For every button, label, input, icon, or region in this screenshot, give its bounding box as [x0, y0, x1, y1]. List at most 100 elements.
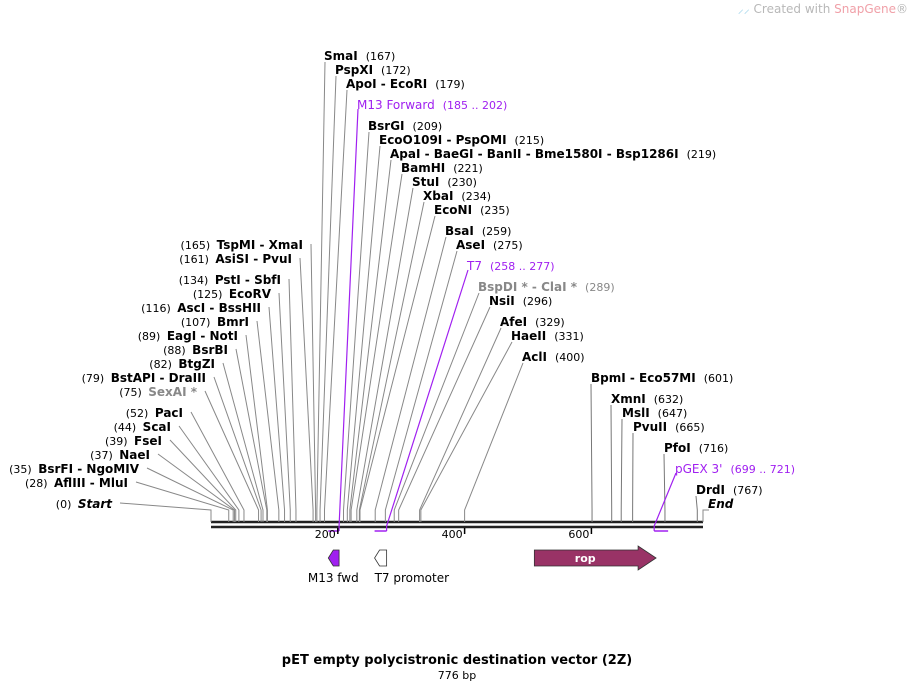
site-leader-line	[664, 454, 665, 522]
site-leader-line	[351, 174, 402, 522]
site-position: (221)	[453, 162, 483, 175]
site-label-text: (165) TspMI - XmaI	[181, 238, 303, 252]
feature-t7-promoter: T7 promoter	[374, 550, 450, 585]
site-name: AflIII - MluI	[54, 476, 128, 490]
site-name: Start	[78, 497, 113, 511]
site-label-text: StuI (230)	[412, 175, 477, 189]
site-name: PvuII	[633, 420, 667, 434]
site-position: (296)	[523, 295, 553, 308]
site-position: (185 .. 202)	[443, 99, 508, 112]
site-position: (632)	[654, 393, 684, 406]
site-name: NsiI	[489, 294, 515, 308]
site-label-end: End	[703, 497, 734, 522]
site-position: (665)	[675, 421, 705, 434]
site-label-text: (88) BsrBI	[163, 343, 228, 357]
ruler-tick-label: 200	[315, 528, 336, 541]
site-name: MslI	[622, 406, 650, 420]
site-leader-line	[399, 307, 490, 522]
site-name: AclI	[522, 350, 547, 364]
site-position: (79)	[82, 372, 108, 385]
site-name: SexAI *	[148, 385, 197, 399]
site-leader-line	[465, 363, 523, 522]
site-name: EagI - NotI	[167, 329, 238, 343]
site-label-text: EcoO109I - PspOMI(215)	[379, 133, 544, 147]
site-leader-line	[320, 76, 336, 522]
site-position: (52)	[126, 407, 152, 420]
site-label-text: BspDI * - ClaI *(289)	[478, 280, 615, 294]
site-label-text: (79) BstAPI - DraIII	[82, 371, 206, 385]
site-leader-line	[236, 349, 267, 522]
site-label-text: (52) PacI	[126, 406, 183, 420]
site-name: TspMI - XmaI	[217, 238, 303, 252]
site-position: (230)	[447, 176, 477, 189]
site-position: (125)	[193, 288, 226, 301]
site-position: (647)	[658, 407, 688, 420]
site-leader-line	[611, 405, 612, 522]
site-label-text: (82) BtgZI	[149, 357, 215, 371]
site-leader-line	[621, 419, 622, 522]
site-name: AseI	[456, 238, 485, 252]
feature-label: M13 fwd	[308, 571, 359, 585]
feature-label: rop	[575, 552, 596, 565]
site-name: StuI	[412, 175, 439, 189]
feature-rop: rop	[534, 546, 656, 570]
site-position: (767)	[733, 484, 763, 497]
ruler-tick-label: 400	[442, 528, 463, 541]
site-label-text: ApaI - BaeGI - BanII - Bme1580I - Bsp128…	[390, 147, 716, 161]
site-name: SmaI	[324, 49, 358, 63]
site-label-text: BamHI(221)	[401, 161, 483, 175]
site-label-text: (107) BmrI	[181, 315, 249, 329]
site-position: (88)	[163, 344, 189, 357]
site-label-text: EcoNI (235)	[434, 203, 510, 217]
site-label-text: (28) AflIII - MluI	[25, 476, 128, 490]
site-label-text: pGEX 3'(699 .. 721)	[675, 462, 795, 476]
site-label-text: BsrGI(209)	[368, 119, 442, 133]
site-leader-line	[289, 279, 296, 522]
site-name: BsrFI - NgoMIV	[38, 462, 139, 476]
site-label-text: (125) EcoRV	[193, 287, 272, 301]
site-position: (209)	[413, 120, 443, 133]
site-position: (0)	[56, 498, 75, 511]
site-label-afei: AfeI(329)	[420, 315, 565, 522]
site-leader-line	[120, 503, 211, 522]
site-leader-line	[420, 328, 501, 522]
site-position: (235)	[480, 204, 510, 217]
feature-arrow	[328, 550, 339, 566]
site-position: (275)	[493, 239, 523, 252]
site-name: BspDI * - ClaI *	[478, 280, 578, 294]
site-label-text: (39) FseI	[105, 434, 162, 448]
site-leader-line	[205, 391, 259, 522]
site-position: (161)	[179, 253, 212, 266]
site-name: M13 Forward	[357, 98, 435, 112]
site-name: EcoNI	[434, 203, 472, 217]
site-name: EcoRV	[229, 287, 272, 301]
site-name: BtgZI	[178, 357, 215, 371]
site-label-text: XmnI(632)	[611, 392, 683, 406]
site-name: HaeII	[511, 329, 546, 343]
site-position: (28)	[25, 477, 51, 490]
site-name: BsrBI	[192, 343, 228, 357]
site-leader-line	[385, 251, 457, 522]
site-position: (259)	[482, 225, 512, 238]
site-label-text: (35) BsrFI - NgoMIV	[9, 462, 140, 476]
site-name: BsaI	[445, 224, 474, 238]
site-name: AfeI	[500, 315, 527, 329]
site-leader-line	[703, 510, 709, 522]
site-label-text: AseI (275)	[456, 238, 523, 252]
sequence-map: SmaI(167)PspXI(172)ApoI - EcoRI(179)M13 …	[0, 0, 914, 650]
site-name: PspXI	[335, 63, 373, 77]
site-label-text: PvuII (665)	[633, 420, 705, 434]
site-label-text: BsaI (259)	[445, 224, 511, 238]
site-name: BstAPI - DraIII	[111, 371, 206, 385]
site-position: (75)	[119, 386, 145, 399]
site-label-text: End	[708, 497, 734, 511]
site-name: End	[708, 497, 734, 511]
site-position: (219)	[687, 148, 717, 161]
site-name: PacI	[155, 406, 183, 420]
site-label-text: SmaI(167)	[324, 49, 395, 63]
feature-label: T7 promoter	[374, 571, 450, 585]
site-leader-line	[147, 468, 233, 522]
site-leader-line	[360, 216, 435, 522]
site-leader-line	[317, 62, 325, 522]
site-name: ScaI	[143, 420, 171, 434]
